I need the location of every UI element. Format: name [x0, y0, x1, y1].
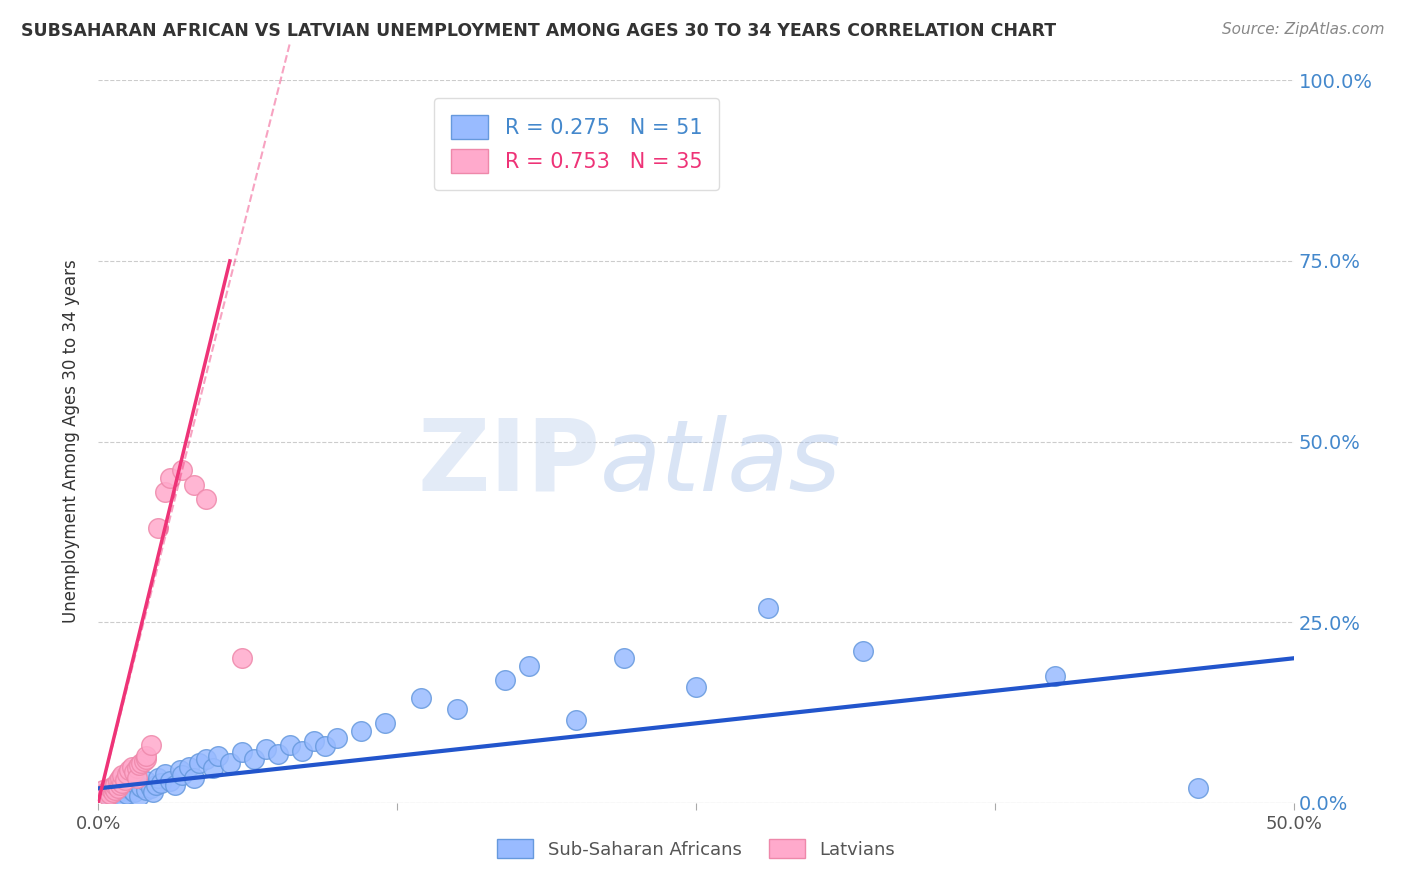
Point — [179, 760, 201, 774]
Point — [149, 775, 172, 789]
Point — [231, 745, 253, 759]
Point — [155, 767, 177, 781]
Point — [135, 748, 157, 763]
Point — [565, 713, 588, 727]
Point — [98, 787, 122, 801]
Point — [107, 781, 129, 796]
Point — [135, 782, 157, 797]
Point — [1187, 781, 1209, 796]
Point — [104, 782, 127, 797]
Point — [183, 771, 205, 785]
Point — [104, 778, 127, 792]
Point — [111, 775, 134, 789]
Point — [135, 774, 157, 789]
Point — [121, 760, 143, 774]
Point — [111, 790, 134, 805]
Point — [114, 772, 136, 787]
Point — [187, 756, 209, 770]
Point — [121, 782, 143, 797]
Point — [125, 778, 148, 792]
Point — [207, 748, 229, 763]
Point — [195, 492, 218, 507]
Point — [254, 741, 277, 756]
Point — [326, 731, 349, 745]
Point — [202, 761, 225, 775]
Point — [142, 785, 165, 799]
Point — [97, 789, 120, 803]
Point — [94, 785, 117, 799]
Point — [125, 761, 148, 775]
Point — [243, 752, 266, 766]
Point — [517, 658, 540, 673]
Point — [135, 752, 157, 766]
Point — [118, 764, 141, 778]
Point — [128, 758, 150, 772]
Point — [446, 702, 468, 716]
Point — [108, 778, 131, 792]
Point — [98, 781, 122, 796]
Point — [183, 478, 205, 492]
Point — [98, 789, 122, 803]
Point — [148, 521, 170, 535]
Point — [131, 780, 153, 794]
Point — [494, 673, 516, 687]
Point — [148, 771, 170, 785]
Point — [145, 778, 167, 792]
Point — [172, 768, 194, 782]
Point — [115, 787, 138, 801]
Text: ZIP: ZIP — [418, 415, 600, 512]
Point — [124, 765, 146, 780]
Point — [231, 651, 253, 665]
Point — [124, 785, 146, 799]
Point — [107, 774, 129, 789]
Point — [115, 767, 138, 781]
Point — [374, 716, 396, 731]
Text: Source: ZipAtlas.com: Source: ZipAtlas.com — [1222, 22, 1385, 37]
Point — [169, 764, 191, 778]
Point — [315, 739, 337, 754]
Legend: Sub-Saharan Africans, Latvians: Sub-Saharan Africans, Latvians — [489, 832, 903, 866]
Point — [155, 485, 177, 500]
Point — [108, 771, 131, 785]
Point — [128, 789, 150, 803]
Point — [350, 723, 373, 738]
Text: SUBSAHARAN AFRICAN VS LATVIAN UNEMPLOYMENT AMONG AGES 30 TO 34 YEARS CORRELATION: SUBSAHARAN AFRICAN VS LATVIAN UNEMPLOYME… — [21, 22, 1056, 40]
Point — [111, 781, 134, 796]
Point — [756, 600, 779, 615]
Point — [291, 744, 314, 758]
Point — [613, 651, 636, 665]
Point — [411, 691, 433, 706]
Point — [101, 785, 124, 799]
Point — [852, 644, 875, 658]
Point — [685, 680, 707, 694]
Point — [1043, 669, 1066, 683]
Point — [195, 752, 218, 766]
Point — [267, 747, 290, 761]
Text: atlas: atlas — [600, 415, 842, 512]
Point — [139, 781, 162, 796]
Point — [139, 738, 162, 752]
Y-axis label: Unemployment Among Ages 30 to 34 years: Unemployment Among Ages 30 to 34 years — [62, 260, 80, 624]
Point — [219, 756, 242, 770]
Point — [132, 754, 155, 768]
Point — [172, 463, 194, 477]
Point — [302, 734, 325, 748]
Point — [159, 470, 181, 484]
Point — [163, 778, 186, 792]
Point — [91, 782, 114, 797]
Point — [278, 738, 301, 752]
Point — [131, 756, 153, 770]
Point — [101, 780, 124, 794]
Point — [125, 771, 148, 785]
Point — [111, 768, 134, 782]
Point — [107, 785, 129, 799]
Point — [159, 774, 181, 789]
